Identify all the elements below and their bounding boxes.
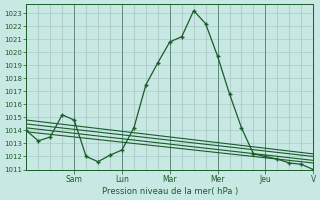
- X-axis label: Pression niveau de la mer( hPa ): Pression niveau de la mer( hPa ): [102, 187, 238, 196]
